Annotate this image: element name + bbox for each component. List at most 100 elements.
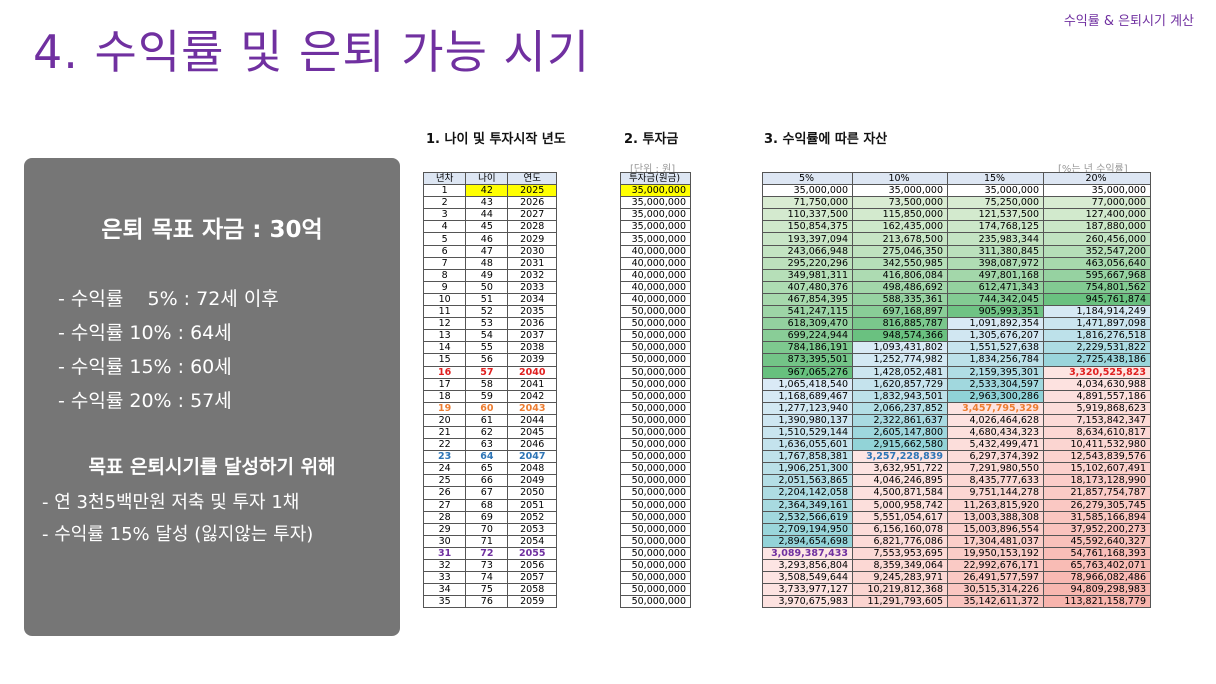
- table-row: 6 47 2030: [422, 244, 557, 258]
- asset-cell-10: 73,500,000: [852, 196, 948, 210]
- asset-cell-15: 174,768,125: [947, 220, 1044, 234]
- year-cell: 2041: [507, 377, 557, 391]
- asset-cell-15: 9,751,144,278: [947, 486, 1044, 500]
- table-row: 10 51 2034: [422, 292, 557, 307]
- asset-cell-20: 945,761,874: [1043, 292, 1151, 307]
- table-row: 50,000,000: [620, 317, 691, 331]
- age-cell: 70: [465, 522, 509, 536]
- year-count-cell: 20: [422, 413, 467, 427]
- table-row: 50,000,000: [620, 389, 691, 403]
- age-cell: 55: [465, 341, 509, 355]
- table-row: 50,000,000: [620, 486, 691, 500]
- summary-panel: 은퇴 목표 자금 : 30억 - 수익률 5% : 72세 이후 - 수익률 1…: [24, 158, 400, 636]
- table-row: 243,066,948 275,046,350 311,380,845 352,547…: [762, 244, 1151, 258]
- asset-cell-5: 1,065,418,540: [762, 377, 853, 391]
- principal-cell: 35,000,000: [620, 196, 691, 210]
- header-principal: 투자금(원금): [620, 171, 691, 186]
- table-row: 14 55 2038: [422, 341, 557, 355]
- asset-cell-5: 3,508,549,644: [762, 571, 853, 585]
- year-cell: 2050: [507, 486, 557, 500]
- table-row: 24 65 2048: [422, 462, 557, 476]
- asset-cell-5: 784,186,191: [762, 341, 853, 355]
- header-year: 연도: [507, 171, 557, 186]
- age-cell: 68: [465, 498, 509, 512]
- table-row: 12 53 2036: [422, 317, 557, 331]
- year-count-cell: 5: [422, 232, 467, 246]
- principal-cell: 50,000,000: [620, 474, 691, 488]
- asset-cell-10: 342,550,985: [852, 256, 948, 270]
- asset-cell-20: 4,034,630,988: [1043, 377, 1151, 391]
- table-row: 3,293,856,804 8,359,349,064 22,992,676,171…: [762, 558, 1151, 573]
- year-cell: 2029: [507, 232, 557, 246]
- table-row: 40,000,000: [620, 292, 691, 307]
- asset-cell-15: 26,491,577,597: [947, 571, 1044, 585]
- year-count-cell: 1: [422, 184, 467, 198]
- table-row: 35,000,000: [620, 184, 691, 198]
- table-row: 50,000,000: [620, 571, 691, 585]
- asset-cell-20: 2,229,531,822: [1043, 341, 1151, 355]
- table-row: 349,981,311 416,806,084 497,801,168 595,667…: [762, 268, 1151, 282]
- principal-cell: 40,000,000: [620, 292, 691, 307]
- table-row: 1,277,123,940 2,066,237,852 3,457,795,329 5…: [762, 401, 1151, 415]
- asset-cell-15: 1,834,256,784: [947, 353, 1044, 367]
- table-row: 40,000,000: [620, 244, 691, 258]
- table-row: 4 45 2028: [422, 220, 557, 234]
- asset-cell-5: 193,397,094: [762, 232, 853, 246]
- asset-cell-20: 2,725,438,186: [1043, 353, 1151, 367]
- age-cell: 43: [465, 196, 509, 210]
- year-cell: 2059: [507, 595, 557, 609]
- age-cell: 66: [465, 474, 509, 488]
- table-row: 50,000,000: [620, 401, 691, 415]
- table-row: 50,000,000: [620, 595, 691, 609]
- table-row: 33 74 2057: [422, 571, 557, 585]
- year-cell: 2026: [507, 196, 557, 210]
- asset-cell-20: 4,891,557,186: [1043, 389, 1151, 403]
- asset-cell-5: 3,733,977,127: [762, 583, 853, 597]
- asset-cell-10: 213,678,500: [852, 232, 948, 246]
- asset-cell-15: 235,983,344: [947, 232, 1044, 246]
- principal-cell: 50,000,000: [620, 558, 691, 573]
- age-cell: 67: [465, 486, 509, 500]
- asset-cell-20: 463,056,640: [1043, 256, 1151, 270]
- asset-cell-5: 243,066,948: [762, 244, 853, 258]
- table-row: 407,480,376 498,486,692 612,471,343 754,801…: [762, 280, 1151, 294]
- asset-cell-15: 1,305,676,207: [947, 329, 1044, 343]
- principal-cell: 40,000,000: [620, 280, 691, 294]
- asset-cell-5: 150,854,375: [762, 220, 853, 234]
- asset-cell-15: 311,380,845: [947, 244, 1044, 258]
- asset-cell-10: 416,806,084: [852, 268, 948, 282]
- principal-cell: 50,000,000: [620, 510, 691, 524]
- principal-cell: 50,000,000: [620, 329, 691, 343]
- table-row: 50,000,000: [620, 474, 691, 488]
- asset-cell-10: 8,359,349,064: [852, 558, 948, 573]
- principal-cell: 50,000,000: [620, 377, 691, 391]
- table-row: 40,000,000: [620, 280, 691, 294]
- year-cell: 2057: [507, 571, 557, 585]
- asset-cell-20: 1,184,914,249: [1043, 305, 1151, 319]
- table-row: 2,532,566,619 5,551,054,617 13,003,388,308…: [762, 510, 1151, 524]
- table-row: 50,000,000: [620, 353, 691, 367]
- year-count-cell: 32: [422, 558, 467, 573]
- asset-cell-10: 6,156,160,078: [852, 522, 948, 536]
- header-age: 나이: [465, 171, 509, 186]
- asset-cell-15: 35,000,000: [947, 184, 1044, 198]
- table-row: 29 70 2053: [422, 522, 557, 536]
- age-cell: 62: [465, 425, 509, 440]
- principal-cell: 50,000,000: [620, 462, 691, 476]
- year-cell: 2031: [507, 256, 557, 270]
- principal-cell: 50,000,000: [620, 595, 691, 609]
- year-count-cell: 2: [422, 196, 467, 210]
- table-row: 30 71 2054: [422, 534, 557, 548]
- year-count-cell: 13: [422, 329, 467, 343]
- asset-cell-20: 1,471,897,098: [1043, 317, 1151, 331]
- asset-cell-15: 497,801,168: [947, 268, 1044, 282]
- asset-cell-15: 4,680,434,323: [947, 425, 1044, 440]
- table-row: 35,000,000: [620, 196, 691, 210]
- table-row: 1,636,055,601 2,915,662,580 5,432,499,471 1…: [762, 438, 1151, 452]
- asset-cell-10: 115,850,000: [852, 208, 948, 222]
- principal-cell: 50,000,000: [620, 365, 691, 379]
- asset-cell-20: 21,857,754,787: [1043, 486, 1151, 500]
- asset-cell-20: 187,880,000: [1043, 220, 1151, 234]
- year-cell: 2030: [507, 244, 557, 258]
- asset-cell-5: 2,204,142,058: [762, 486, 853, 500]
